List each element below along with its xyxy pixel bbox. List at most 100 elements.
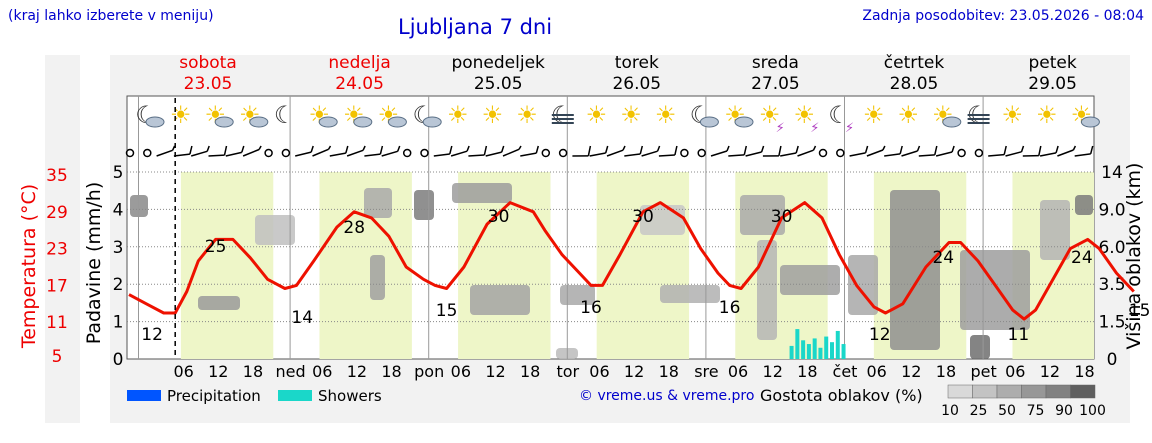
wind-barb-icon (1074, 145, 1094, 157)
day-name-label: sreda (752, 53, 799, 73)
temperature-value-label: 24 (1071, 248, 1093, 268)
cloud-cover-patch (364, 188, 392, 218)
svg-text:☾: ☾ (828, 101, 850, 129)
sun-cloud-icon: ☀ (308, 101, 338, 129)
cloud-shape (699, 116, 719, 128)
sun-icon: ☀ (482, 101, 504, 129)
wind-barb-icon (485, 145, 505, 157)
wind-barb-icon (728, 145, 748, 157)
wind-barb-icon (935, 145, 955, 157)
day-date-label: 25.05 (474, 74, 523, 94)
hour-tick-label: 18 (243, 362, 263, 381)
hour-tick-label: 12 (763, 362, 783, 381)
cloud-shape (422, 116, 442, 128)
day-name-label: petek (1028, 53, 1076, 73)
svg-text:☀: ☀ (586, 101, 608, 129)
hour-tick-label: 18 (797, 362, 817, 381)
cloud-cover-patch (414, 190, 434, 220)
lightning-icon: ⚡ (776, 121, 785, 136)
day-name-label: ponedeljek (451, 53, 545, 73)
cloud-density-swatch (1045, 384, 1071, 399)
temperature-tick-label: 5 (52, 347, 63, 367)
shower-bar (830, 342, 834, 359)
wind-barb-icon (710, 145, 730, 157)
day-name-label: torek (615, 53, 659, 73)
lightning-icon: ⚡ (845, 121, 854, 136)
cloud-shape (734, 116, 754, 128)
cloud-cover-patch (757, 240, 777, 340)
sun-icon: ☀ (1036, 101, 1058, 129)
sun-icon: ☀ (1001, 101, 1023, 129)
day-short-label: ned (276, 362, 306, 381)
svg-text:☀: ☀ (793, 101, 815, 129)
wind-barb-icon (242, 145, 262, 157)
shower-bar (841, 344, 846, 359)
calm-wind-icon (697, 148, 706, 158)
cloud-cover-patch (470, 285, 530, 315)
cloud-density-label: 50 (998, 403, 1016, 419)
shower-bar (835, 330, 840, 359)
hour-tick-label: 12 (208, 362, 228, 381)
hour-tick-label: 12 (901, 362, 921, 381)
cloud-cover-patch (960, 250, 1030, 330)
sun-cloud-icon: ☀ (239, 101, 269, 129)
cloud-cover-patch (780, 265, 840, 295)
temperature-value-label: 14 (291, 308, 313, 328)
cloud-shape (214, 116, 234, 128)
sun-icon: ☀ (897, 101, 919, 129)
calm-wind-icon (420, 148, 429, 158)
temperature-value-label: 16 (580, 298, 602, 318)
temperature-line (128, 201, 1135, 321)
day-name-label: nedelja (328, 53, 390, 73)
cloud-density-swatch (972, 384, 998, 399)
wind-barb-icon (1005, 145, 1025, 157)
moon-icon: ☾ (274, 101, 296, 129)
sun-cloud-icon: ☀ (1071, 101, 1100, 129)
wind-barb-icon (190, 145, 210, 157)
location-hint[interactable]: (kraj lahko izberete v meniju) (8, 8, 214, 24)
sun-cloud-icon: ☀ (724, 101, 754, 129)
wind-barb-icon (295, 145, 314, 157)
wind-barb-icon (641, 145, 661, 157)
wind-barb-icon (918, 145, 938, 157)
cloud-density-label: 75 (1027, 403, 1045, 419)
temperature-value-label: 12 (869, 325, 891, 345)
sun-icon: ☀ (586, 101, 608, 129)
sun-cloud-icon: ☀ (343, 101, 373, 129)
cloud-cover-patch (890, 190, 940, 350)
calm-wind-icon (125, 148, 135, 158)
shower-bar (801, 340, 806, 359)
cloud-cover-patch (660, 285, 720, 303)
day-date-label: 28.05 (890, 74, 939, 94)
temperature-value-label: 12 (141, 325, 163, 345)
calm-wind-icon (402, 148, 412, 158)
cloud-density-label: 100 (1079, 403, 1106, 419)
hour-tick-label: 12 (485, 362, 505, 381)
day-name-label: sobota (179, 53, 237, 73)
calm-wind-icon (818, 148, 828, 158)
precipitation-axis-title: Padavine (mm/h) (83, 182, 105, 345)
svg-text:☀: ☀ (897, 101, 919, 129)
sun-cloud-icon: ☀ (932, 101, 962, 129)
wind-barb-icon (624, 145, 644, 157)
wind-barb-icon (520, 145, 540, 157)
moon-fog-icon: ☾ (967, 101, 990, 129)
wind-barb-icon (502, 145, 522, 157)
shower-bar (789, 345, 794, 359)
hour-tick-label: 12 (624, 362, 644, 381)
svg-text:☀: ☀ (863, 101, 885, 129)
daylight-band (596, 172, 690, 359)
cloud-density-swatch (1021, 384, 1047, 399)
cloud-density-swatch (947, 384, 973, 399)
sun-icon: ☀ (620, 101, 642, 129)
moon-thunder-icon: ☾⚡ (828, 101, 854, 136)
cloud-height-tick-label: 6.0 (1098, 238, 1125, 258)
legend-swatch (127, 390, 161, 401)
wind-barb-icon (589, 145, 609, 157)
sun-cloud-icon: ☀ (204, 101, 234, 129)
copyright-link[interactable]: © vreme.us & vreme.pro (579, 388, 755, 404)
precipitation-tick-label: 5 (113, 163, 124, 183)
temperature-value-label: 15 (436, 301, 458, 321)
temperature-tick-label: 17 (46, 276, 68, 296)
wind-barb-icon (658, 145, 678, 157)
